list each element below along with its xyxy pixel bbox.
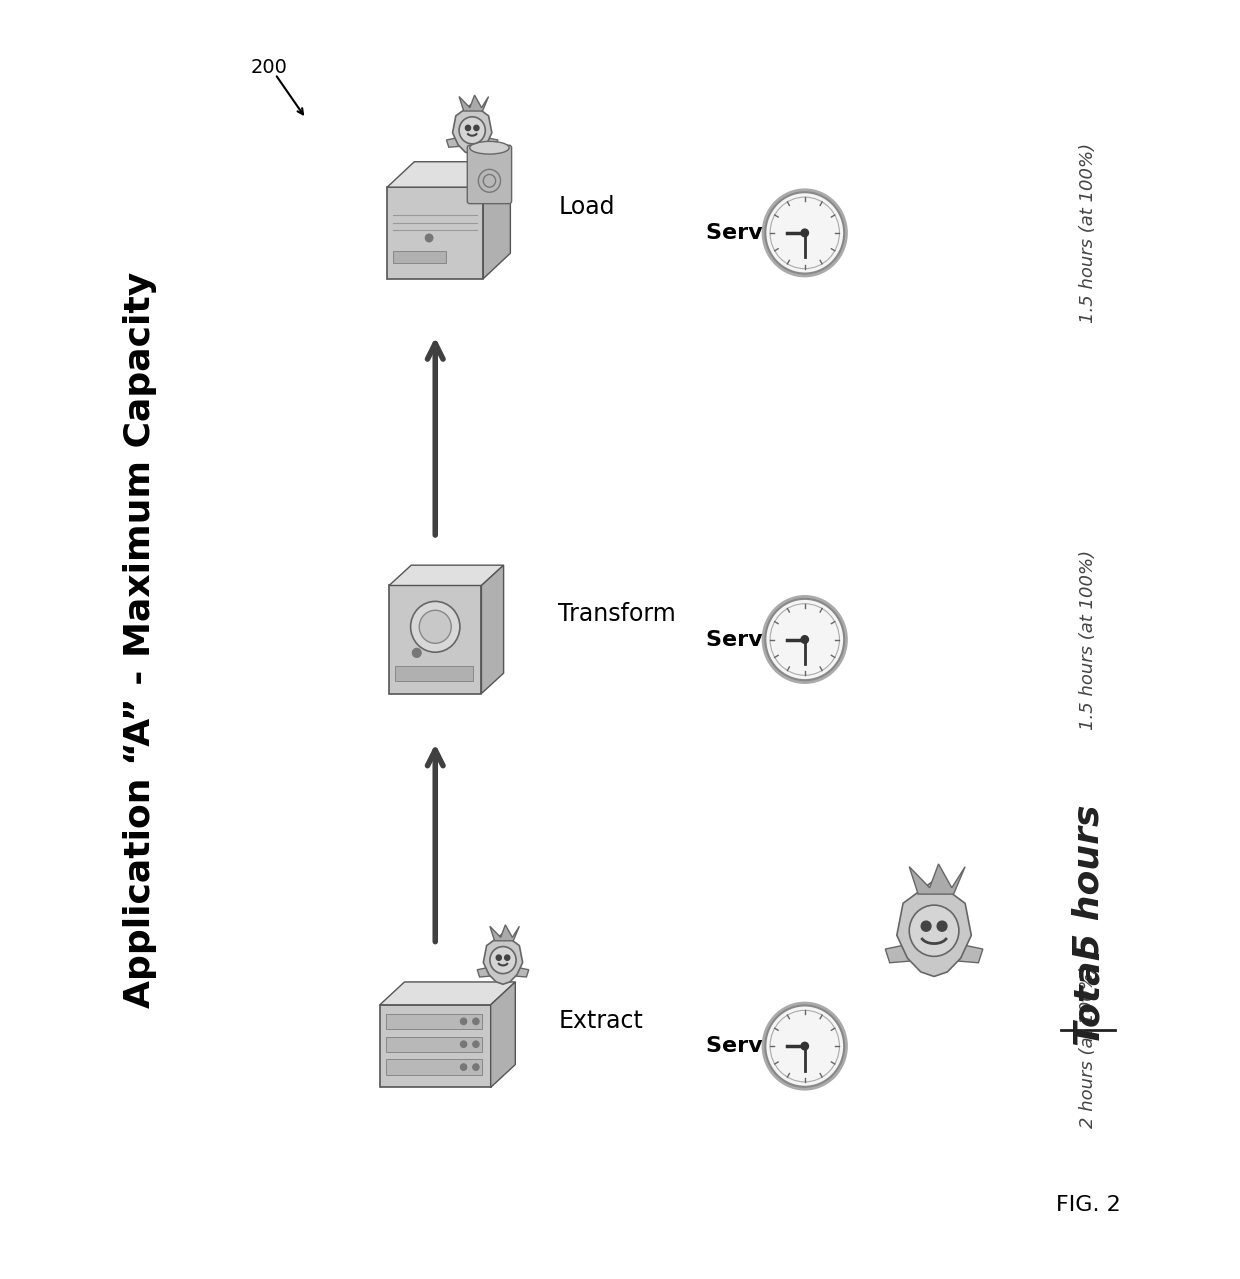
Circle shape (937, 921, 947, 931)
Text: 2 hours (at 100%): 2 hours (at 100%) (1079, 964, 1097, 1128)
Polygon shape (484, 138, 498, 147)
FancyBboxPatch shape (386, 1014, 482, 1030)
FancyBboxPatch shape (386, 1036, 482, 1051)
Polygon shape (484, 934, 522, 985)
Circle shape (413, 648, 422, 657)
FancyBboxPatch shape (386, 1059, 482, 1074)
Circle shape (921, 921, 931, 931)
FancyBboxPatch shape (393, 251, 446, 263)
Circle shape (761, 1001, 848, 1091)
FancyBboxPatch shape (467, 146, 512, 203)
FancyBboxPatch shape (389, 586, 481, 693)
Polygon shape (491, 982, 516, 1087)
Circle shape (460, 1064, 466, 1071)
Text: Extract: Extract (558, 1009, 644, 1032)
Text: Server 2: Server 2 (707, 629, 812, 650)
FancyBboxPatch shape (396, 665, 472, 680)
Polygon shape (477, 967, 491, 977)
Circle shape (496, 955, 501, 961)
Circle shape (761, 595, 848, 684)
FancyBboxPatch shape (387, 187, 484, 279)
Circle shape (761, 188, 848, 278)
Circle shape (425, 234, 433, 242)
Polygon shape (515, 967, 528, 977)
Text: 200: 200 (250, 59, 288, 77)
Text: 1.5 hours (at 100%): 1.5 hours (at 100%) (1079, 143, 1097, 324)
Polygon shape (459, 95, 489, 111)
Circle shape (765, 192, 844, 274)
Circle shape (909, 906, 959, 957)
Polygon shape (956, 944, 983, 963)
Polygon shape (389, 565, 503, 586)
Circle shape (801, 1042, 808, 1050)
Text: Application “A” - Maximum Capacity: Application “A” - Maximum Capacity (123, 271, 156, 1008)
Text: 5 hours: 5 hours (1071, 804, 1105, 958)
Polygon shape (481, 565, 503, 693)
Circle shape (801, 636, 808, 643)
Text: Load: Load (558, 196, 615, 220)
Polygon shape (453, 104, 492, 155)
Circle shape (505, 955, 510, 961)
Circle shape (460, 1018, 466, 1024)
Circle shape (490, 946, 516, 973)
Polygon shape (897, 880, 971, 976)
Polygon shape (484, 161, 511, 279)
Polygon shape (387, 161, 511, 187)
Circle shape (459, 116, 485, 143)
Text: FIG. 2: FIG. 2 (1055, 1195, 1121, 1215)
Circle shape (419, 610, 451, 643)
Circle shape (460, 1041, 466, 1048)
Circle shape (465, 125, 470, 130)
Polygon shape (446, 138, 460, 147)
Text: Total: Total (1071, 946, 1105, 1045)
Ellipse shape (470, 142, 510, 153)
Circle shape (472, 1041, 479, 1048)
Polygon shape (490, 925, 520, 941)
Polygon shape (379, 982, 516, 1005)
Polygon shape (885, 944, 911, 963)
Text: Server 1: Server 1 (707, 1036, 812, 1056)
Circle shape (765, 599, 844, 680)
Circle shape (410, 601, 460, 652)
Text: Transform: Transform (558, 602, 676, 627)
Circle shape (472, 1018, 479, 1024)
Text: Server 3: Server 3 (707, 223, 812, 243)
Polygon shape (909, 863, 965, 894)
Circle shape (801, 229, 808, 237)
Text: 1.5 hours (at 100%): 1.5 hours (at 100%) (1079, 550, 1097, 729)
Circle shape (474, 125, 479, 130)
Circle shape (765, 1005, 844, 1087)
Circle shape (472, 1064, 479, 1071)
FancyBboxPatch shape (379, 1005, 491, 1087)
